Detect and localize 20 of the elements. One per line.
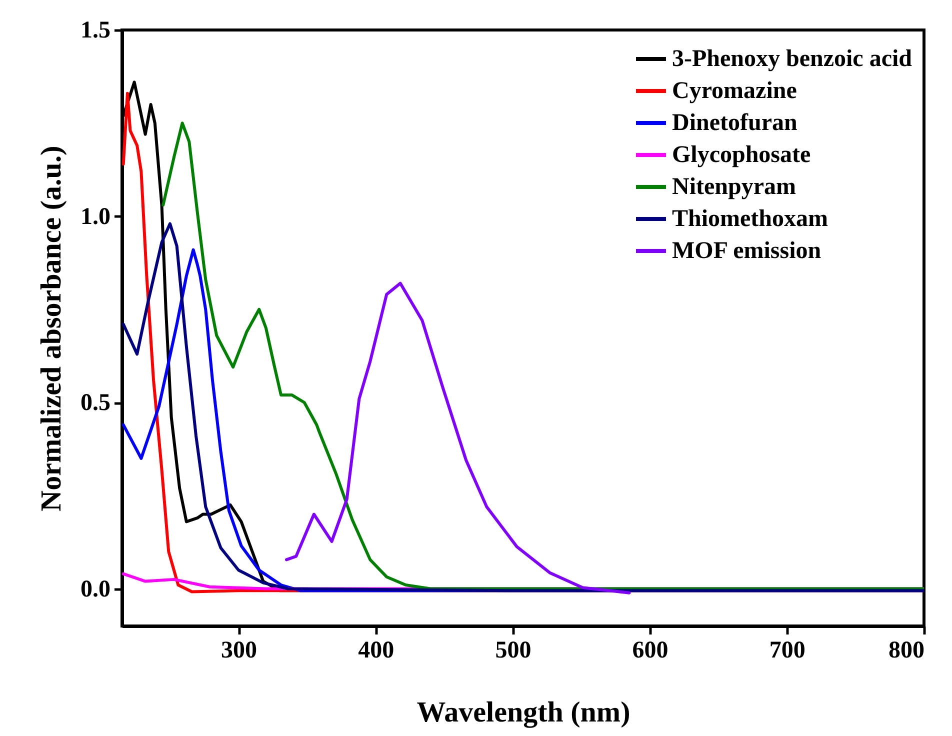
x-tick-label: 800 [888, 638, 924, 664]
y-tick-label: 1.5 [80, 18, 110, 44]
legend-label: 3-Phenoxy benzoic acid [672, 46, 913, 72]
x-axis-title: Wavelength (nm) [416, 696, 630, 728]
x-tick-label: 600 [632, 638, 668, 664]
legend-label: Cyromazine [672, 78, 798, 104]
y-tick-label: 1.0 [80, 204, 110, 230]
legend-label: Dinetofuran [672, 110, 798, 136]
legend-label: Nitenpyram [672, 174, 796, 200]
y-tick-label: 0.0 [80, 576, 110, 602]
x-tick-label: 400 [358, 638, 394, 664]
legend-label: Thiomethoxam [672, 206, 828, 232]
legend-label: Glycophosate [672, 142, 812, 168]
legend-label: MOF emission [672, 238, 822, 264]
line-series [285, 282, 631, 594]
y-tick-label: 0.5 [80, 390, 110, 416]
x-tick-label: 700 [769, 638, 806, 664]
y-axis-title: Normalized absorbance (a.u.) [36, 146, 68, 512]
x-tick-label: 300 [221, 638, 258, 664]
x-tick-label: 500 [495, 638, 532, 664]
